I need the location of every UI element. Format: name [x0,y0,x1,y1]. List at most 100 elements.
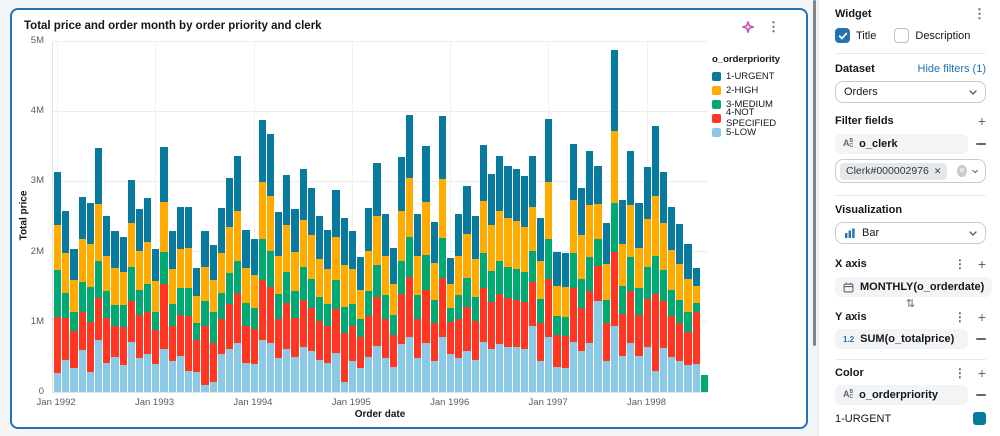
bar-segment[interactable] [569,143,577,200]
bar-segment[interactable] [635,355,643,392]
bar-segment[interactable] [291,317,299,357]
bar-segment[interactable] [389,334,397,367]
bar-segment[interactable] [275,319,283,359]
bar-segment[interactable] [299,347,307,392]
bar-month[interactable] [487,42,496,392]
bar-segment[interactable] [627,291,635,343]
bar-month[interactable] [520,42,528,392]
bar-segment[interactable] [659,223,668,271]
bar-segment[interactable] [643,219,651,268]
bar-segment[interactable] [316,296,324,322]
bar-segment[interactable] [463,277,471,308]
bar-segment[interactable] [422,146,430,203]
panel-scrollbar[interactable] [813,0,816,346]
bar-month[interactable] [160,42,168,392]
bar-segment[interactable] [373,345,381,392]
bar-segment[interactable] [356,368,365,392]
bar-segment[interactable] [54,373,62,392]
bar-segment[interactable] [635,247,643,289]
bar-segment[interactable] [569,252,577,289]
bar-segment[interactable] [176,355,184,392]
assistant-sparkle-icon[interactable] [741,20,755,34]
bar-month[interactable] [299,42,307,392]
bar-month[interactable] [250,42,258,392]
bar-segment[interactable] [144,283,152,312]
bar-segment[interactable] [332,190,340,237]
bar-segment[interactable] [266,250,275,287]
bar-segment[interactable] [389,283,397,316]
bar-segment[interactable] [635,288,643,316]
bar-segment[interactable] [455,294,463,320]
bar-segment[interactable] [643,298,651,348]
bar-month[interactable] [430,42,438,392]
bar-segment[interactable] [176,315,184,356]
bar-segment[interactable] [422,289,430,343]
bar-segment[interactable] [381,358,389,392]
bar-segment[interactable] [62,211,70,254]
bar-segment[interactable] [676,360,684,392]
bar-segment[interactable] [438,238,446,278]
remove-filter-field-button[interactable] [976,143,986,145]
bar-segment[interactable] [217,293,225,319]
bar-month[interactable] [201,42,209,392]
bar-segment[interactable] [430,299,438,324]
bar-segment[interactable] [283,303,291,349]
bar-month[interactable] [406,42,414,392]
bar-segment[interactable] [103,362,111,392]
bar-month[interactable] [176,42,184,392]
bar-month[interactable] [258,42,266,392]
bar-segment[interactable] [545,239,553,279]
bar-segment[interactable] [397,156,406,211]
bar-segment[interactable] [160,284,168,349]
bar-segment[interactable] [684,311,692,332]
bar-segment[interactable] [111,304,119,326]
bar-segment[interactable] [618,355,627,392]
bar-segment[interactable] [668,316,676,357]
bar-month[interactable] [700,42,708,392]
bar-segment[interactable] [447,322,455,354]
bar-segment[interactable] [193,322,201,341]
widget-section-kebab-icon[interactable]: ⋮ [973,6,986,21]
bar-segment[interactable] [316,215,324,260]
bar-segment[interactable] [414,256,422,295]
bar-segment[interactable] [602,323,610,362]
chart-widget-card[interactable]: Total price and order month by order pri… [10,8,808,429]
bar-segment[interactable] [610,130,618,203]
bar-segment[interactable] [332,309,340,353]
bar-segment[interactable] [185,316,193,371]
bar-segment[interactable] [70,280,78,312]
bar-month[interactable] [545,42,553,392]
bar-month[interactable] [569,42,577,392]
bar-segment[interactable] [340,332,348,382]
bar-segment[interactable] [324,326,332,363]
bar-segment[interactable] [561,336,569,368]
bar-segment[interactable] [389,247,397,284]
bar-segment[interactable] [659,347,668,392]
y-axis-kebab-icon[interactable]: ⋮ [953,310,966,324]
bar-segment[interactable] [455,319,463,359]
bar-segment[interactable] [537,218,545,262]
bar-segment[interactable] [414,319,422,359]
bar-month[interactable] [676,42,684,392]
bar-segment[interactable] [201,267,209,301]
bar-segment[interactable] [250,275,258,308]
bar-segment[interactable] [324,303,332,327]
bar-segment[interactable] [299,267,307,300]
bar-segment[interactable] [373,163,381,216]
bar-segment[interactable] [627,256,635,292]
bar-segment[interactable] [651,371,659,392]
bar-segment[interactable] [545,337,553,392]
bar-segment[interactable] [684,365,692,392]
bar-segment[interactable] [692,311,700,364]
bar-month[interactable] [152,42,160,392]
bar-segment[interactable] [422,343,430,392]
bar-segment[interactable] [430,323,438,362]
bar-segment[interactable] [217,353,225,392]
bar-segment[interactable] [217,252,225,294]
bar-segment[interactable] [307,351,315,392]
bar-segment[interactable] [332,352,340,392]
bar-segment[interactable] [561,317,569,336]
bar-month[interactable] [193,42,201,392]
bar-segment[interactable] [250,308,258,329]
bar-segment[interactable] [234,261,242,293]
